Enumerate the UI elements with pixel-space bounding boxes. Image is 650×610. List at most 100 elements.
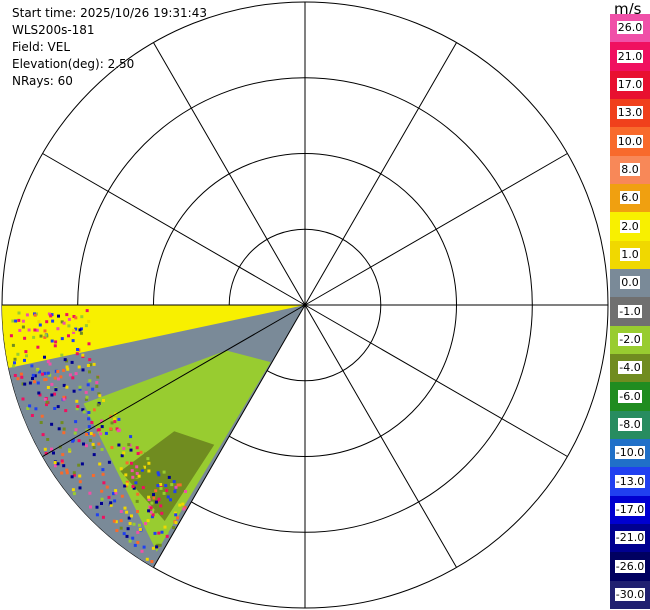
sector-speckle	[150, 501, 154, 505]
sector-speckle	[36, 381, 40, 385]
sector-speckle	[84, 398, 88, 401]
sector-speckle	[38, 323, 42, 327]
sector-speckle	[170, 483, 174, 487]
colorbar-tick-label: -1.0	[618, 304, 642, 318]
sector-speckle	[128, 522, 132, 525]
sector-speckle	[38, 370, 41, 374]
sector-olive-band	[120, 431, 215, 521]
sector-speckle	[68, 373, 72, 377]
sector-speckle	[70, 360, 74, 364]
sector-speckle	[109, 427, 113, 431]
sector-speckle	[125, 534, 129, 538]
sector-speckle	[166, 510, 170, 514]
sector-speckle	[86, 364, 90, 367]
sector-speckle	[52, 451, 55, 455]
sector-speckle	[136, 492, 140, 496]
sector-speckle	[136, 452, 140, 455]
field-text: Field: VEL	[12, 40, 71, 54]
sector-speckle	[159, 486, 163, 490]
sector-speckle	[123, 484, 127, 488]
sector-speckle	[46, 360, 50, 364]
sector-speckle	[56, 405, 60, 409]
sector-speckle	[123, 506, 127, 510]
sector-speckle	[77, 439, 81, 443]
sector-speckle	[65, 468, 69, 472]
sector-speckle	[56, 370, 60, 373]
sector-speckle	[110, 425, 114, 429]
sector-speckle	[130, 514, 133, 518]
sector-speckle	[104, 431, 108, 435]
sector-speckle	[35, 368, 39, 372]
sector-speckle	[21, 382, 25, 386]
sector-speckle	[96, 428, 100, 432]
sector-speckle	[160, 511, 164, 515]
sector-speckle	[154, 500, 158, 504]
sector-speckle	[87, 342, 91, 346]
sector-speckle	[119, 467, 123, 471]
sector-speckle	[125, 482, 129, 486]
sector-speckle	[60, 353, 64, 357]
sector-speckle	[159, 485, 163, 489]
sector-speckle	[43, 378, 47, 382]
azimuth-spoke	[304, 42, 457, 306]
scan-info: Start time: 2025/10/26 19:31:43 WLS200s-…	[12, 5, 207, 90]
sector-speckle	[75, 352, 79, 356]
colorbar: 26.0 21.0 17.0 13.0 10.0 8.0 6.0 2.0 1.0 0.0 -1.0 -…	[610, 14, 650, 610]
azimuth-spoke	[304, 304, 457, 568]
sector-speckle	[46, 438, 50, 441]
sector-speckle	[79, 331, 83, 335]
sector-speckle	[45, 403, 48, 407]
sector-speckle	[154, 489, 158, 493]
sector-speckle	[84, 390, 88, 394]
sector-speckle	[138, 528, 142, 531]
sector-speckle	[130, 469, 134, 473]
sector-speckle	[78, 387, 82, 391]
sector-speckle	[67, 317, 71, 321]
sector-speckle	[135, 472, 139, 475]
sector-speckle	[71, 376, 75, 380]
sector-speckle	[71, 438, 75, 442]
sector-speckle	[174, 485, 178, 489]
sector-speckle	[43, 397, 47, 401]
sector-speckle	[89, 363, 93, 367]
sector-speckle	[87, 425, 91, 429]
sector-speckle	[100, 489, 104, 493]
azimuth-spokes	[2, 2, 608, 608]
sector-speckle	[120, 454, 124, 458]
sector-speckle	[165, 534, 169, 538]
sector-speckle	[100, 448, 104, 451]
sector-speckle	[125, 480, 129, 484]
sector-speckle	[156, 484, 160, 488]
sector-speckle	[114, 520, 118, 524]
sector-speckle	[149, 506, 153, 510]
sector-speckle	[64, 409, 68, 413]
sector-speckle	[62, 431, 66, 435]
colorbar-tick-label: -6.0	[618, 389, 642, 403]
sector-speckle	[152, 493, 155, 497]
sector-speckle	[60, 459, 64, 463]
sector-speckle	[93, 408, 96, 412]
sector-speckle	[183, 505, 187, 509]
sector-speckle	[107, 495, 111, 499]
sector-speckle	[82, 442, 85, 446]
sector-speckle	[34, 407, 38, 411]
sector-speckle	[105, 485, 109, 489]
sector-speckle	[167, 475, 171, 479]
sector-speckle	[132, 486, 136, 490]
sector-speckle	[43, 447, 47, 451]
sector-speckle	[31, 373, 35, 377]
sector-speckle	[18, 328, 22, 332]
sector-speckle	[54, 464, 57, 468]
sector-speckle	[70, 475, 74, 479]
sector-speckle	[50, 422, 54, 426]
sector-speckle	[16, 352, 20, 356]
sector-speckle	[140, 549, 144, 553]
sector-speckle	[169, 498, 172, 502]
sector-speckle	[148, 487, 151, 491]
sector-speckle	[107, 460, 111, 464]
sector-speckle	[50, 339, 54, 343]
sector-speckle	[182, 507, 186, 511]
sector-speckle	[78, 474, 82, 478]
sector-speckle	[43, 371, 47, 375]
colorbar-tick-label: 2.0	[620, 219, 640, 233]
